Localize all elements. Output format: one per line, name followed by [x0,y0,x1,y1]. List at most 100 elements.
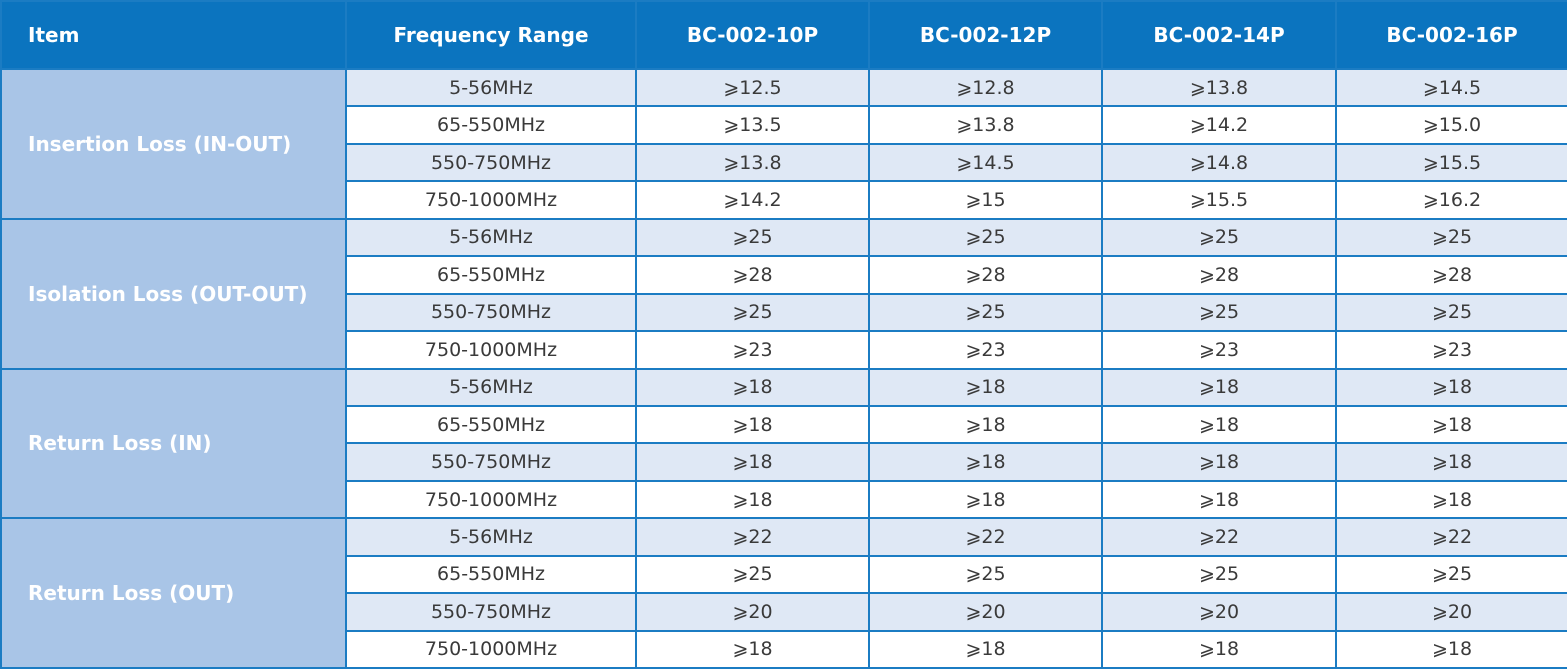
value-cell: ⩾15.5 [1101,180,1337,220]
header-cell: BC-002-12P [868,0,1103,70]
value-cell: ⩾18 [868,367,1103,407]
frequency-cell: 65-550MHz [345,255,637,295]
value-cell: ⩾25 [1335,217,1567,258]
value-cell: ⩾28 [1335,255,1567,295]
table-row: 65-550MHz ⩾28 ⩾28 ⩾28 ⩾28 [1,255,1567,295]
table-body: Insertion Loss (IN-OUT) 5-56MHz ⩾12.5 ⩾12.8… [0,67,1567,669]
value-cell: ⩾18 [1335,442,1567,482]
value-cell: ⩾18 [1335,629,1567,669]
value-cell: ⩾25 [1101,554,1337,595]
value-cell: ⩾23 [635,330,870,370]
value-cell: ⩾18 [1101,404,1337,445]
value-cell: ⩾13.8 [1101,67,1337,108]
value-cell: ⩾18 [635,479,870,520]
value-cell: ⩾25 [635,554,870,595]
table-row: 65-550MHz ⩾13.5 ⩾13.8 ⩾14.2 ⩾15.0 [1,105,1567,145]
value-cell: ⩾18 [1335,479,1567,520]
header-cell: BC-002-14P [1101,0,1337,70]
value-cell: ⩾13.8 [868,105,1103,145]
value-cell: ⩾20 [635,592,870,632]
value-cell: ⩾25 [868,217,1103,258]
value-cell: ⩾18 [868,479,1103,520]
header-cell: Frequency Range [345,0,637,70]
table-row: Return Loss (IN) 5-56MHz ⩾18 ⩾18 ⩾18 ⩾18 [0,367,1567,520]
value-cell: ⩾18 [868,442,1103,482]
table-row: 750-1000MHz ⩾18 ⩾18 ⩾18 ⩾18 [1,479,1567,520]
value-cell: ⩾25 [1101,292,1337,333]
value-cell: ⩾25 [868,554,1103,595]
table-row: 550-750MHz ⩾13.8 ⩾14.5 ⩾14.8 ⩾15.5 [1,142,1567,183]
value-cell: ⩾14.2 [635,180,870,220]
value-cell: ⩾23 [868,330,1103,370]
table-row: 750-1000MHz ⩾18 ⩾18 ⩾18 ⩾18 [1,629,1567,669]
value-cell: ⩾18 [868,404,1103,445]
value-cell: ⩾22 [868,517,1103,557]
value-cell: ⩾13.8 [635,142,870,183]
frequency-cell: 750-1000MHz [345,629,637,669]
value-cell: ⩾12.5 [635,67,870,108]
value-cell: ⩾18 [1335,367,1567,407]
value-cell: ⩾22 [635,517,870,557]
value-cell: ⩾28 [1101,255,1337,295]
value-cell: ⩾25 [1335,554,1567,595]
frequency-cell: 5-56MHz [345,367,637,407]
frequency-cell: 5-56MHz [345,517,637,557]
value-cell: ⩾18 [1335,404,1567,445]
value-cell: ⩾20 [1101,592,1337,632]
item-cell: Insertion Loss (IN-OUT) [0,68,347,220]
header-cell: Item [0,0,347,70]
value-cell: ⩾14.5 [1335,67,1567,108]
frequency-cell: 550-750MHz [345,442,637,482]
value-cell: ⩾23 [1335,330,1567,370]
value-cell: ⩾22 [1335,517,1567,557]
frequency-cell: 65-550MHz [345,105,637,145]
table-row: 550-750MHz ⩾25 ⩾25 ⩾25 ⩾25 [1,292,1567,333]
header-row: Item Frequency Range BC-002-10P BC-002-12P B… [0,0,1567,70]
table-header: Item Frequency Range BC-002-10P BC-002-12P B… [0,0,1567,70]
frequency-cell: 750-1000MHz [345,180,637,220]
item-cell: Isolation Loss (OUT-OUT) [0,217,347,370]
value-cell: ⩾18 [1101,367,1337,407]
value-cell: ⩾14.8 [1101,142,1337,183]
frequency-cell: 65-550MHz [345,404,637,445]
value-cell: ⩾18 [1101,442,1337,482]
value-cell: ⩾18 [1101,629,1337,669]
item-cell: Return Loss (OUT) [0,517,347,669]
frequency-cell: 5-56MHz [345,217,637,258]
value-cell: ⩾25 [1101,217,1337,258]
value-cell: ⩾25 [1335,292,1567,333]
value-cell: ⩾18 [1101,479,1337,520]
frequency-cell: 65-550MHz [345,554,637,595]
table-row: 750-1000MHz ⩾23 ⩾23 ⩾23 ⩾23 [1,330,1567,370]
header-cell: BC-002-10P [635,0,870,70]
table-row: Insertion Loss (IN-OUT) 5-56MHz ⩾12.5 ⩾12.8… [0,67,1567,220]
value-cell: ⩾18 [635,404,870,445]
value-cell: ⩾25 [868,292,1103,333]
value-cell: ⩾22 [1101,517,1337,557]
value-cell: ⩾18 [635,367,870,407]
value-cell: ⩾13.5 [635,105,870,145]
value-cell: ⩾23 [1101,330,1337,370]
frequency-cell: 550-750MHz [345,592,637,632]
table-row: 65-550MHz ⩾18 ⩾18 ⩾18 ⩾18 [1,404,1567,445]
value-cell: ⩾18 [868,629,1103,669]
table-row: 550-750MHz ⩾18 ⩾18 ⩾18 ⩾18 [1,442,1567,482]
value-cell: ⩾18 [635,442,870,482]
value-cell: ⩾15.0 [1335,105,1567,145]
table-row: Return Loss (OUT) 5-56MHz ⩾22 ⩾22 ⩾22 ⩾22 [0,517,1567,669]
table-row: Isolation Loss (OUT-OUT) 5-56MHz ⩾25 ⩾25 ⩾25… [0,217,1567,370]
value-cell: ⩾14.5 [868,142,1103,183]
value-cell: ⩾12.8 [868,67,1103,108]
value-cell: ⩾15 [868,180,1103,220]
value-cell: ⩾14.2 [1101,105,1337,145]
value-cell: ⩾28 [868,255,1103,295]
value-cell: ⩾16.2 [1335,180,1567,220]
value-cell: ⩾28 [635,255,870,295]
value-cell: ⩾15.5 [1335,142,1567,183]
table-row: 750-1000MHz ⩾14.2 ⩾15 ⩾15.5 ⩾16.2 [1,180,1567,220]
frequency-cell: 750-1000MHz [345,479,637,520]
item-cell: Return Loss (IN) [0,367,347,520]
value-cell: ⩾18 [635,629,870,669]
